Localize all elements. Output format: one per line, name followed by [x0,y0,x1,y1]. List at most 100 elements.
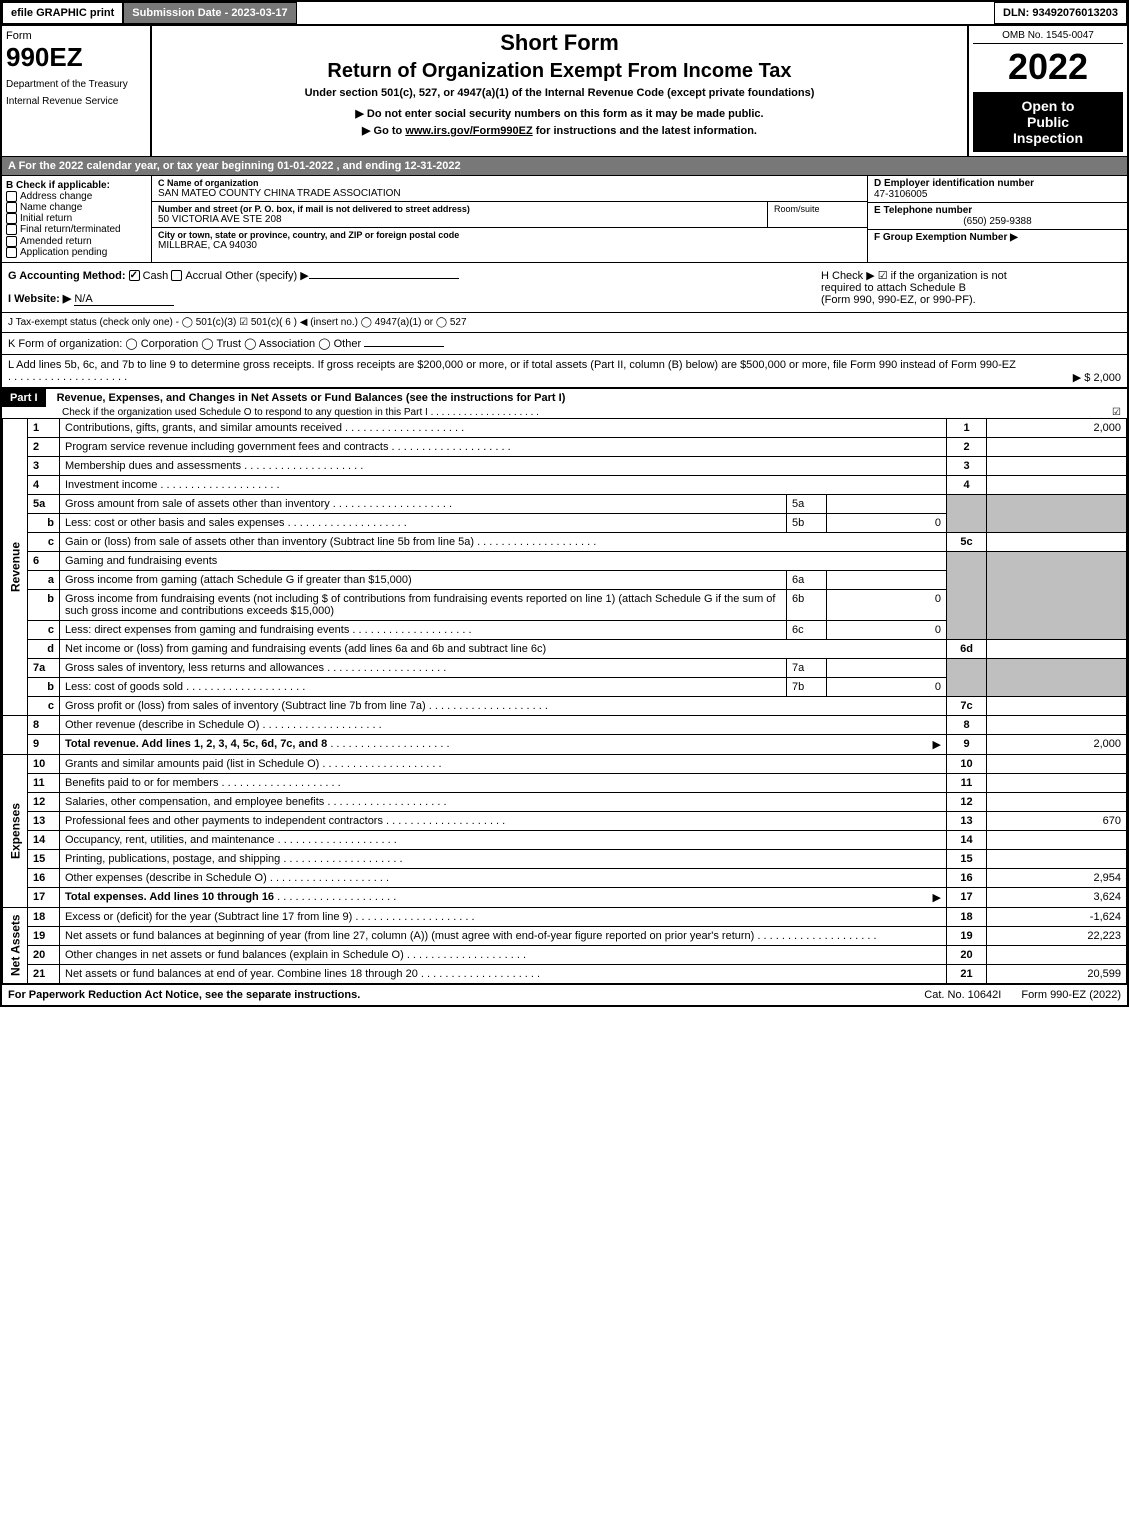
l17-rv: 3,624 [987,887,1127,907]
chk-final[interactable] [6,224,17,235]
l5b-mv: 0 [827,513,947,532]
l14-desc: Occupancy, rent, utilities, and maintena… [65,834,275,846]
chk-address-change[interactable] [6,191,17,202]
l7a-mn: 7a [787,658,827,677]
l6a-num: a [28,570,60,589]
part-i-label: Part I [2,389,46,407]
l7c-rn: 7c [947,696,987,715]
l19-rn: 19 [947,926,987,945]
l18-desc: Excess or (deficit) for the year (Subtra… [65,911,352,923]
l4-rn: 4 [947,475,987,494]
inspection: Inspection [979,130,1117,146]
org-street: 50 VICTORIA AVE STE 208 [158,214,761,225]
l7c-desc: Gross profit or (loss) from sales of inv… [65,700,426,712]
l5b-desc: Less: cost or other basis and sales expe… [65,517,285,529]
side-expenses: Expenses [3,754,28,907]
l6-num: 6 [28,551,60,570]
l9-rn: 9 [947,734,987,754]
l17-num: 17 [28,887,60,907]
l4-rv [987,475,1127,494]
l9-num: 9 [28,734,60,754]
part-i-sub: Check if the organization used Schedule … [62,407,428,418]
l13-num: 13 [28,811,60,830]
l14-rv [987,830,1127,849]
l7c-rv [987,696,1127,715]
irs-link[interactable]: www.irs.gov/Form990EZ [405,125,532,137]
opt-accrual: Accrual [185,270,222,282]
note-ssn: ▶ Do not enter social security numbers o… [156,107,963,120]
l10-rn: 10 [947,754,987,773]
l1-rn: 1 [947,418,987,437]
l12-rv [987,792,1127,811]
l6b-desc: Gross income from fundraising events (no… [60,589,787,620]
l11-rn: 11 [947,773,987,792]
form-label: Form [6,30,146,42]
efile-label: efile GRAPHIC print [2,2,123,24]
l6b-num: b [28,589,60,620]
l9-rv: 2,000 [987,734,1127,754]
h-line3: (Form 990, 990-EZ, or 990-PF). [821,294,1121,306]
open-to: Open to [979,98,1117,114]
l6d-num: d [28,639,60,658]
l6b-mv: 0 [827,589,947,620]
l6c-mn: 6c [787,620,827,639]
l6d-desc: Net income or (loss) from gaming and fun… [60,639,947,658]
l6-desc: Gaming and fundraising events [60,551,947,570]
l11-rv [987,773,1127,792]
opt-cash: Cash [143,270,169,282]
l12-desc: Salaries, other compensation, and employ… [65,796,324,808]
tax-year: 2022 [973,46,1123,88]
l5c-num: c [28,532,60,551]
title-short-form: Short Form [156,30,963,56]
chk-pending[interactable] [6,247,17,258]
org-name: SAN MATEO COUNTY CHINA TRADE ASSOCIATION [158,188,861,199]
phone: (650) 259-9388 [874,216,1121,227]
l19-rv: 22,223 [987,926,1127,945]
l7b-desc: Less: cost of goods sold [65,681,183,693]
l9-desc: Total revenue. Add lines 1, 2, 3, 4, 5c,… [65,738,327,750]
l6a-mn: 6a [787,570,827,589]
title-return: Return of Organization Exempt From Incom… [156,60,963,83]
l10-num: 10 [28,754,60,773]
f-label: F Group Exemption Number ▶ [874,232,1121,243]
l2-num: 2 [28,437,60,456]
l9-arrow: ▶ [933,738,941,751]
l3-rn: 3 [947,456,987,475]
e-label: E Telephone number [874,205,1121,216]
l10-rv [987,754,1127,773]
l21-desc: Net assets or fund balances at end of ye… [65,968,418,980]
l6d-rn: 6d [947,639,987,658]
l12-rn: 12 [947,792,987,811]
l13-rv: 670 [987,811,1127,830]
chk-name-change[interactable] [6,202,17,213]
l6c-mv: 0 [827,620,947,639]
l16-rv: 2,954 [987,868,1127,887]
dln: DLN: 93492076013203 [994,2,1127,24]
chk-initial[interactable] [6,213,17,224]
l21-num: 21 [28,964,60,983]
l2-rv [987,437,1127,456]
chk-cash[interactable] [129,270,140,281]
footer-right: Form 990-EZ (2022) [1021,989,1121,1001]
ein: 47-3106005 [874,189,1121,200]
l4-desc: Investment income [65,479,157,491]
chk-amended[interactable] [6,236,17,247]
l7c-num: c [28,696,60,715]
footer-mid: Cat. No. 10642I [924,989,1001,1001]
l11-desc: Benefits paid to or for members [65,777,218,789]
h-line2: required to attach Schedule B [821,282,1121,294]
l1-rv: 2,000 [987,418,1127,437]
l16-desc: Other expenses (describe in Schedule O) [65,872,267,884]
l21-rv: 20,599 [987,964,1127,983]
l17-rn: 17 [947,887,987,907]
chk-accrual[interactable] [171,270,182,281]
d-label: D Employer identification number [874,178,1121,189]
l7a-mv [827,658,947,677]
l14-rn: 14 [947,830,987,849]
c-name-label: C Name of organization [158,178,861,188]
side-netassets: Net Assets [3,907,28,983]
l5b-num: b [28,513,60,532]
l6c-desc: Less: direct expenses from gaming and fu… [65,624,349,636]
l18-rv: -1,624 [987,907,1127,926]
omb-number: OMB No. 1545-0047 [973,30,1123,44]
